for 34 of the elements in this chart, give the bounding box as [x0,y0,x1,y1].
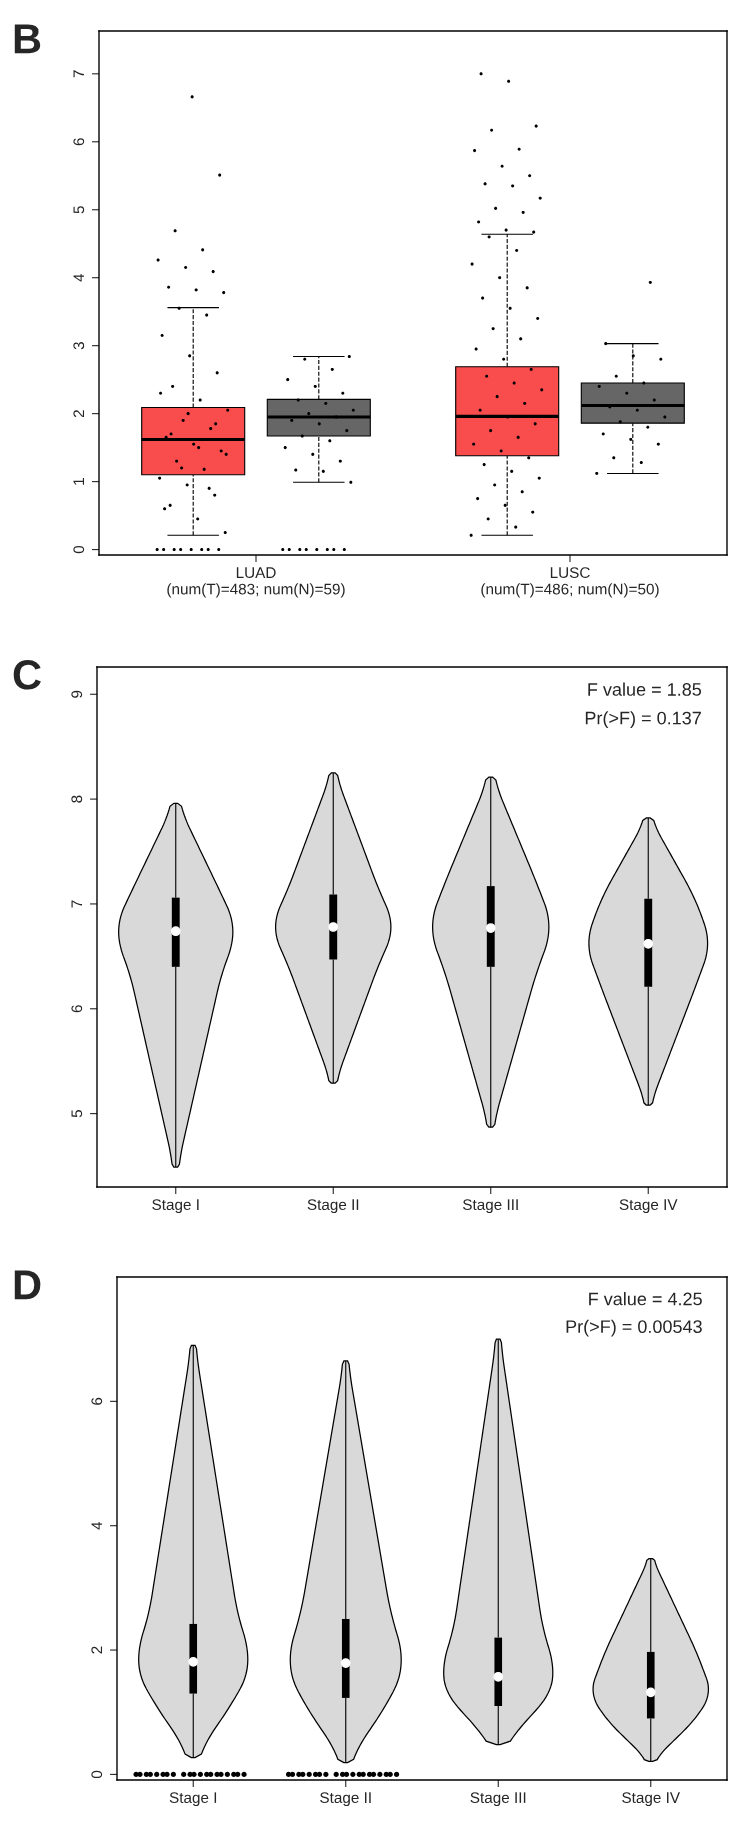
x-tick-label: Stage IV [619,1199,678,1214]
y-tick-label: 0 [91,1770,103,1779]
y-tick-label: 8 [71,795,83,803]
annotation: Pr(>F) = 0.137 [585,711,701,729]
x-tick-label: Stage I [169,1792,217,1807]
x-tick-label: Stage IV [622,1792,680,1807]
y-tick-label: 4 [73,273,85,282]
y-tick-label: 0 [73,545,85,554]
x-tick-label: Stage III [462,1199,518,1214]
x-tick-label: Stage III [470,1792,526,1807]
y-tick-label: 6 [91,1397,103,1405]
x-tick-label: LUAD (num(T)=483; num(N)=59) [167,567,345,598]
x-tick-label: Stage I [152,1199,199,1214]
y-tick-label: 7 [71,900,83,908]
annotation: F value = 1.85 [588,682,702,696]
y-tick-label: 7 [73,70,85,78]
chart-title: B [14,24,41,54]
y-tick-label: 4 [91,1521,103,1530]
annotation: Pr(>F) = 0.00543 [566,1319,702,1337]
x-tick-label: Stage II [307,1199,359,1214]
y-tick-label: 2 [91,1646,103,1654]
y-tick-label: 5 [71,1110,83,1118]
x-tick-label: Stage II [320,1792,371,1807]
annotation: F value = 4.25 [589,1292,702,1306]
y-tick-label: 9 [71,690,83,698]
y-tick-label: 5 [73,206,85,214]
chart-title: D [14,1270,41,1300]
chart-title: C [13,660,41,690]
y-tick-label: 1 [73,478,85,485]
y-tick-label: 2 [73,410,85,418]
y-tick-label: 6 [73,138,85,146]
y-tick-label: 6 [71,1005,83,1013]
x-tick-label: LUSC (num(T)=486; num(N)=50) [481,567,659,598]
y-tick-label: 3 [73,342,85,350]
